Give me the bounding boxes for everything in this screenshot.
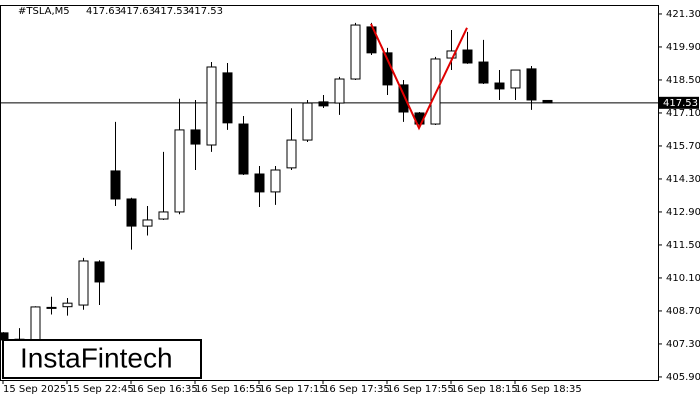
header-value: 417.63: [120, 6, 155, 17]
y-tick-label: 407.30: [666, 339, 700, 350]
y-tick-label: 415.70: [666, 141, 700, 152]
x-tick-label: 16 Sep 17:15: [259, 384, 326, 395]
symbol: #TSLA,M5: [18, 6, 70, 17]
candle-body: [462, 49, 473, 64]
x-tick-label: 16 Sep 18:35: [515, 384, 582, 395]
header-value: 417.63: [86, 6, 121, 17]
x-tick-label: 15 Sep 2025: [3, 384, 66, 395]
candle-body: [62, 302, 73, 308]
logo: InstaFintech: [20, 342, 173, 373]
candle-body: [158, 211, 169, 220]
x-tick-label: 15 Sep 22:45: [67, 384, 134, 395]
y-tick-label: 408.70: [666, 306, 700, 317]
candle-body: [94, 261, 105, 283]
y-tick-label: 412.90: [666, 207, 700, 218]
candle-body: [510, 69, 521, 89]
candle-body: [478, 61, 489, 84]
price-label: 417.53: [663, 98, 698, 109]
pattern-line: [370, 23, 468, 131]
candle-body: [302, 102, 313, 141]
y-tick-label: 417.10: [666, 108, 700, 119]
candle-body: [174, 129, 185, 213]
y-tick-label: 419.90: [666, 42, 700, 53]
candle-body: [526, 68, 537, 101]
candle-body: [0, 332, 9, 341]
x-tick-label: 16 Sep 16:55: [195, 384, 262, 395]
candle-body: [334, 78, 345, 104]
candle-body: [398, 84, 409, 113]
candle-body: [254, 173, 265, 193]
y-tick-label: 421.30: [666, 9, 700, 20]
candle-body: [318, 101, 329, 107]
candle-body: [270, 169, 281, 193]
x-tick-label: 16 Sep 18:15: [451, 384, 518, 395]
header-value: 417.53: [154, 6, 189, 17]
candle-body: [222, 72, 233, 124]
logo-box: [2, 339, 202, 379]
x-tick-label: 16 Sep 16:35: [131, 384, 198, 395]
candle-body: [238, 123, 249, 175]
header-value: 417.53: [188, 6, 223, 17]
x-tick-label: 16 Sep 17:35: [323, 384, 390, 395]
price-label-box: [659, 96, 699, 109]
candle-body: [206, 66, 217, 146]
x-tick-label: 16 Sep 17:55: [387, 384, 454, 395]
y-tick-label: 414.30: [666, 174, 700, 185]
candle-body: [494, 82, 505, 90]
y-tick-label: 411.50: [666, 240, 700, 251]
candle-body: [542, 99, 553, 104]
candle-body: [30, 306, 41, 343]
candle-body: [110, 170, 121, 200]
y-tick-label: 410.10: [666, 273, 700, 284]
candle-body: [126, 198, 137, 227]
candle-body: [142, 219, 153, 227]
candle-body: [46, 306, 57, 309]
candle-body: [350, 24, 361, 80]
candle-body: [78, 260, 89, 306]
y-tick-label: 405.90: [666, 372, 700, 383]
candle-body: [190, 129, 201, 145]
y-tick-label: 418.50: [666, 75, 700, 86]
candle-body: [286, 139, 297, 169]
plot-frame: [0, 5, 659, 381]
